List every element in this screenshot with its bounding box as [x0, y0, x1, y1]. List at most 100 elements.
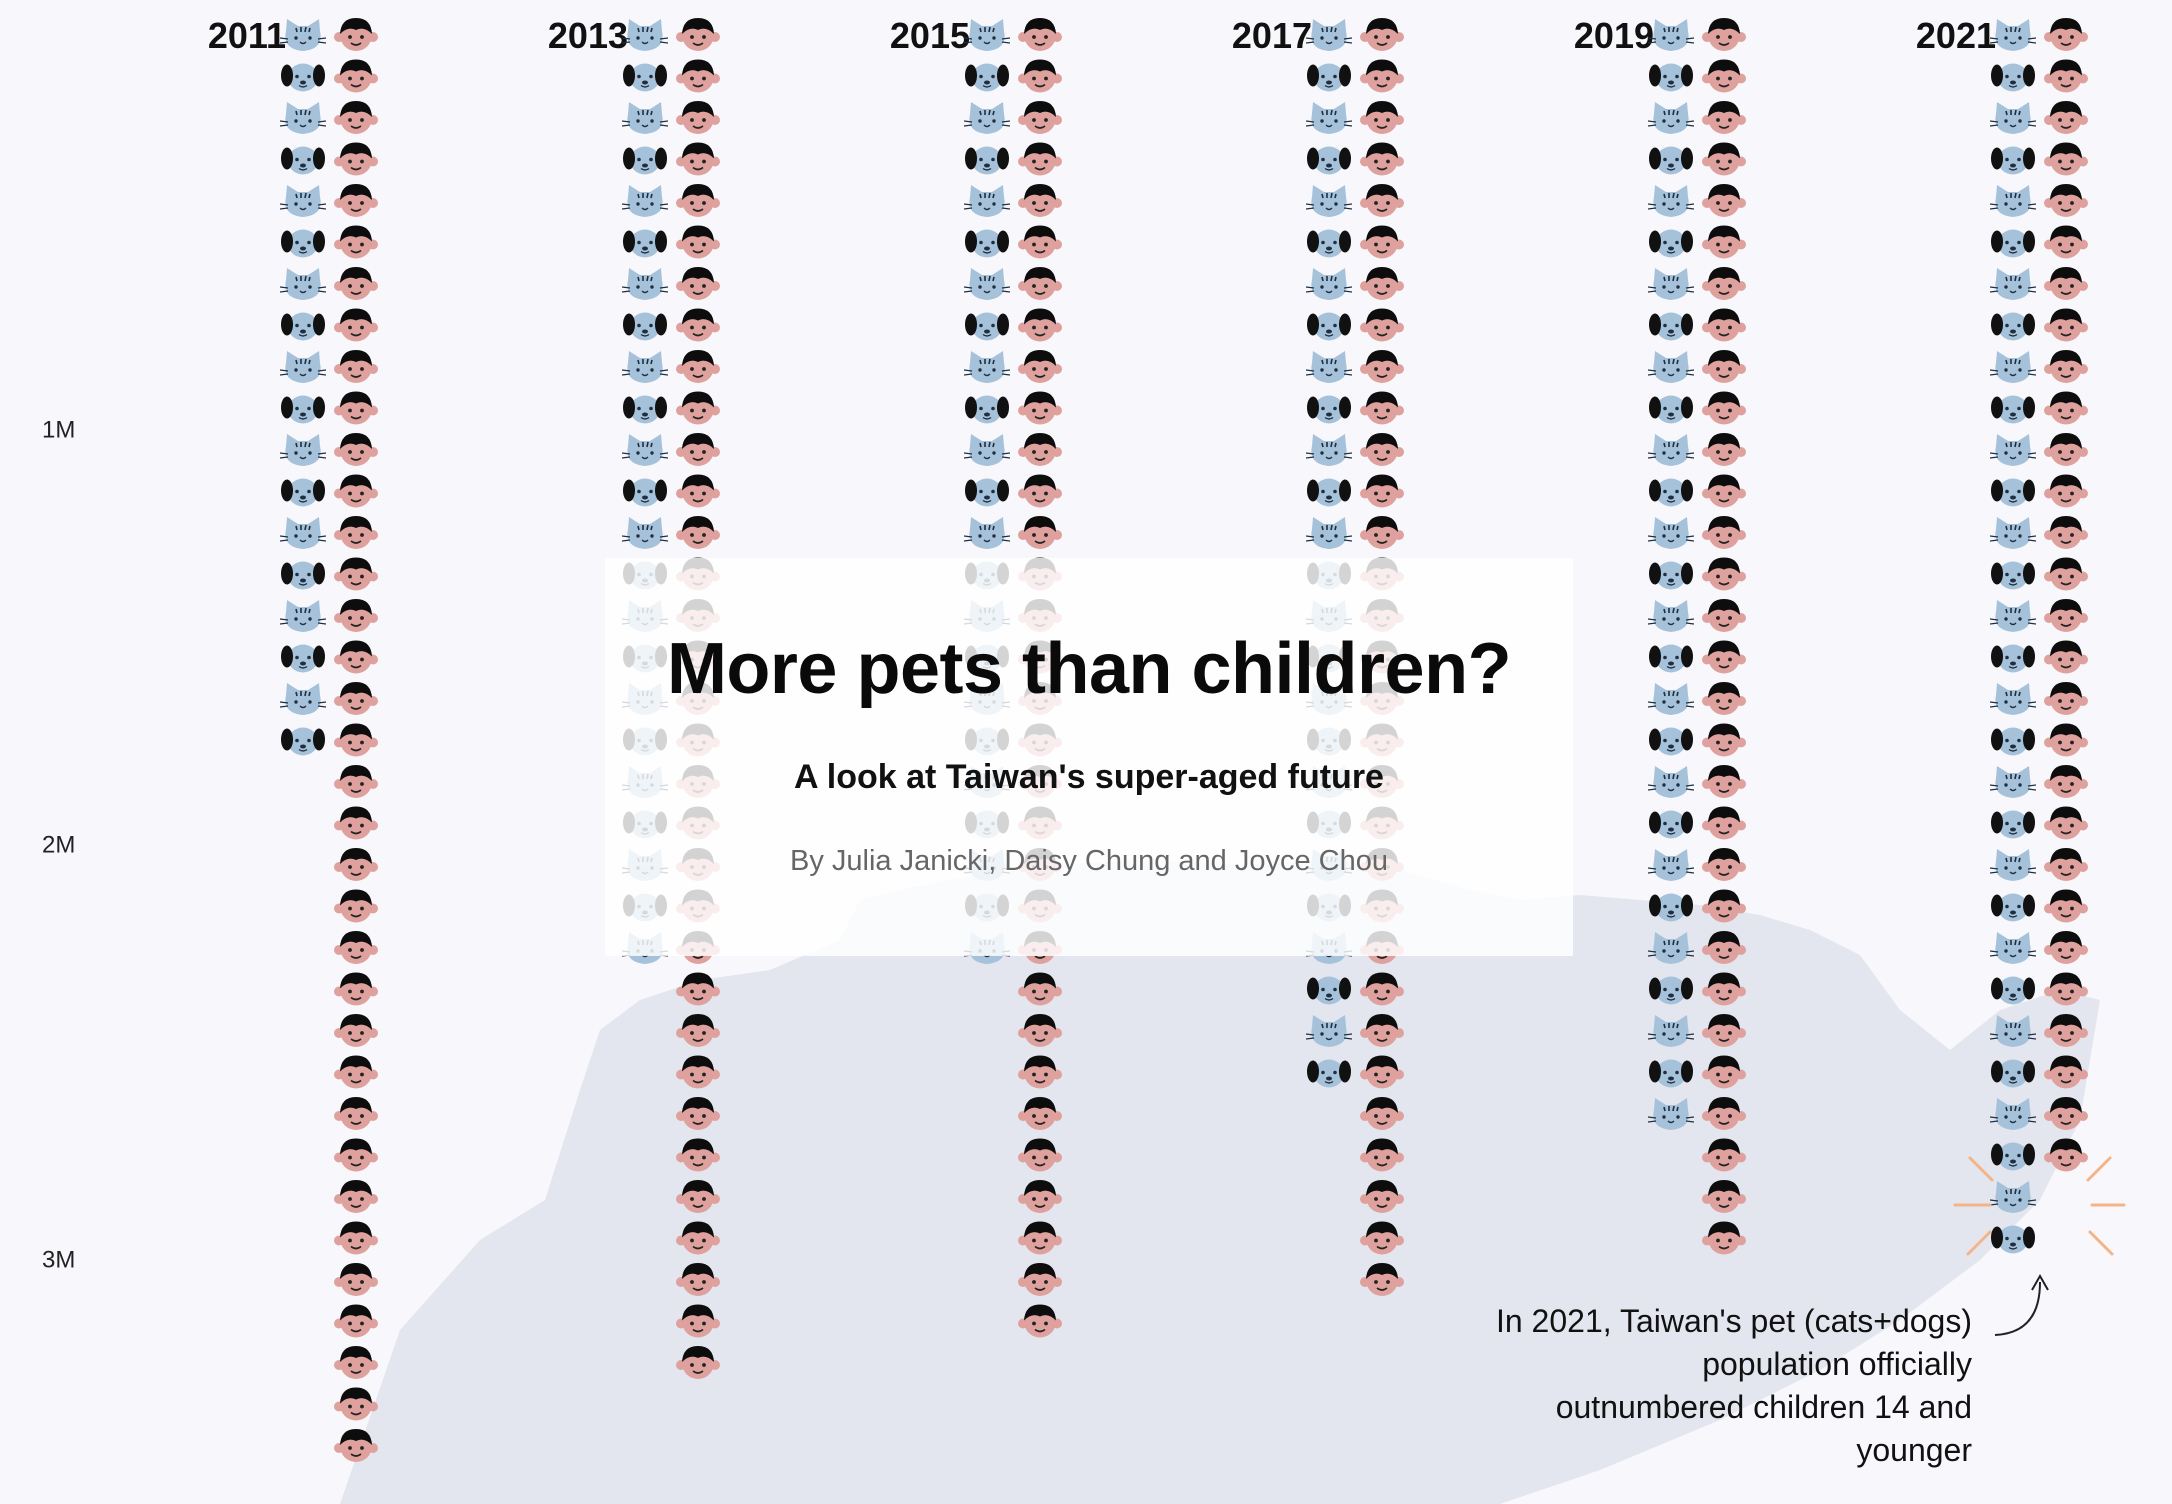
pet-icon: [964, 350, 1010, 384]
child-icon: [333, 681, 379, 716]
child-icon: [333, 1262, 379, 1297]
pet-icon: [1648, 477, 1694, 508]
child-icon: [2043, 681, 2089, 716]
child-icon: [333, 722, 379, 758]
pet-icon: [964, 516, 1010, 550]
y-tick-label: 3M: [42, 1246, 75, 1273]
child-icon: [1017, 183, 1063, 218]
child-icon: [1359, 100, 1405, 135]
pet-icon: [1648, 184, 1694, 218]
child-icon: [1359, 141, 1405, 177]
pet-icon: [622, 311, 668, 342]
pet-icon: [964, 228, 1010, 259]
pet-icon: [1990, 350, 2036, 384]
child-icon: [1017, 473, 1063, 509]
child-icon: [1017, 100, 1063, 135]
pet-icon: [622, 62, 668, 93]
child-icon: [2043, 17, 2089, 52]
pet-icon: [1306, 433, 1352, 467]
child-icon: [1701, 515, 1747, 550]
pet-icon: [964, 394, 1010, 425]
child-icon: [1701, 349, 1747, 384]
pet-icon: [1648, 433, 1694, 467]
child-icon: [333, 183, 379, 218]
pet-icon: [1990, 477, 2036, 508]
pet-icon: [1306, 516, 1352, 550]
child-icon: [333, 1345, 379, 1380]
pet-icon: [280, 228, 326, 259]
child-icon: [1017, 515, 1063, 550]
child-icon: [675, 307, 721, 343]
child-icon: [1701, 681, 1747, 716]
child-icon: [675, 224, 721, 260]
child-icon: [2043, 349, 2089, 384]
pet-icon: [1648, 726, 1694, 757]
child-icon: [1359, 390, 1405, 426]
pet-icon: [280, 311, 326, 342]
child-icon: [2043, 639, 2089, 675]
pet-icon: [1648, 765, 1694, 799]
pet-icon: [622, 350, 668, 384]
child-icon: [2043, 100, 2089, 135]
annotation-line: population officially: [1702, 1346, 1972, 1382]
child-icon: [1701, 58, 1747, 94]
child-icon: [2043, 764, 2089, 799]
child-icon: [675, 515, 721, 550]
y-tick-label: 1M: [42, 416, 75, 443]
child-icon: [1701, 805, 1747, 841]
pet-icon: [1990, 101, 2036, 135]
pet-icon: [622, 184, 668, 218]
pet-icon: [280, 184, 326, 218]
year-column: 2013: [548, 15, 721, 1380]
child-icon: [1701, 141, 1747, 177]
pet-icon: [964, 18, 1010, 52]
pet-icon: [964, 477, 1010, 508]
child-icon: [1359, 58, 1405, 94]
child-icon: [1359, 17, 1405, 52]
child-icon: [2043, 141, 2089, 177]
child-icon: [333, 805, 379, 841]
pet-icon: [1990, 643, 2036, 674]
child-icon: [2043, 183, 2089, 218]
child-icon: [333, 390, 379, 426]
pet-icon: [1648, 643, 1694, 674]
child-icon: [333, 473, 379, 509]
pet-icon: [1990, 726, 2036, 757]
pet-icon: [1990, 433, 2036, 467]
child-icon: [333, 307, 379, 343]
child-icon: [333, 1096, 379, 1131]
pet-icon: [622, 267, 668, 301]
child-icon: [1701, 100, 1747, 135]
pet-icon: [1990, 184, 2036, 218]
pet-icon: [1306, 394, 1352, 425]
y-axis-ticks: 1M 2M 3M: [42, 416, 75, 1273]
child-icon: [333, 1137, 379, 1173]
pet-icon: [1648, 18, 1694, 52]
child-icon: [333, 515, 379, 550]
child-icon: [1017, 390, 1063, 426]
highlight-burst: [1953, 1156, 2126, 1256]
child-icon: [333, 764, 379, 799]
year-column: 2015: [890, 15, 1063, 1339]
title-card: More pets than children? A look at Taiwa…: [605, 558, 1573, 956]
child-icon: [1359, 183, 1405, 218]
pet-icon: [964, 145, 1010, 176]
pet-icon: [1990, 765, 2036, 799]
year-label: 2011: [208, 15, 286, 56]
pet-icon: [964, 101, 1010, 135]
pet-icon: [1648, 560, 1694, 591]
pet-icon: [1306, 350, 1352, 384]
child-icon: [2043, 722, 2089, 758]
child-icon: [1359, 266, 1405, 301]
child-icon: [1359, 349, 1405, 384]
child-icon: [1017, 266, 1063, 301]
child-icon: [1701, 556, 1747, 592]
child-icon: [2043, 224, 2089, 260]
pet-icon: [622, 228, 668, 259]
pet-icon: [280, 394, 326, 425]
child-icon: [333, 556, 379, 592]
year-label: 2021: [1916, 15, 1996, 56]
pet-icon: [280, 560, 326, 591]
pet-icon: [622, 101, 668, 135]
